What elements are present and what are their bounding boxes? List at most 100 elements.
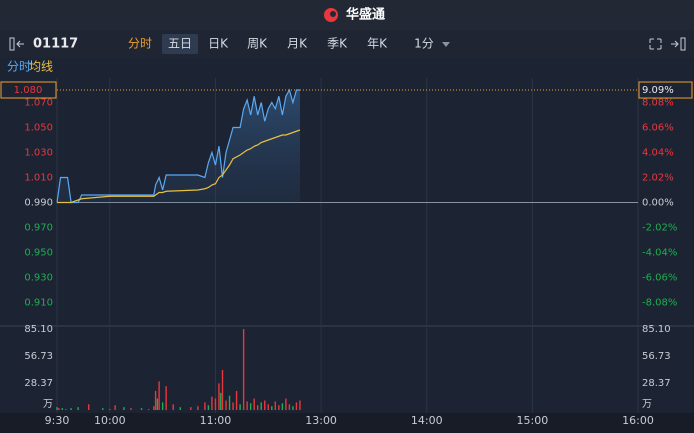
volume-bar bbox=[172, 404, 174, 410]
y-tick-label: 0.970 bbox=[24, 223, 53, 234]
y2-tick-label: 0.00% bbox=[642, 198, 674, 209]
y2-tick-label: 2.02% bbox=[642, 173, 674, 184]
volume-bar bbox=[260, 402, 262, 410]
volume-bar bbox=[295, 402, 298, 410]
vol-tick-label-right: 28.37 bbox=[642, 378, 671, 389]
y2-tick-label: 4.04% bbox=[642, 148, 674, 159]
volume-bar bbox=[56, 407, 58, 410]
y2-tick-label: 8.08% bbox=[642, 98, 674, 109]
y2-tick-label: -2.02% bbox=[642, 222, 677, 233]
last-change-label: 9.09% bbox=[642, 85, 674, 96]
chart-area bbox=[0, 58, 694, 413]
volume-bar bbox=[253, 398, 255, 410]
vol-tick-label-right: 56.73 bbox=[642, 351, 671, 362]
y-tick-label: 1.050 bbox=[24, 123, 53, 134]
tab[interactable]: 月K bbox=[287, 37, 308, 51]
volume-bar bbox=[235, 390, 238, 410]
series-line bbox=[57, 129, 301, 204]
logo: 华盛通 bbox=[346, 7, 385, 23]
vol-tick-label-right: 85.10 bbox=[642, 324, 671, 335]
x-tick-label: 9:30 bbox=[45, 414, 70, 427]
collapse-icon[interactable] bbox=[671, 37, 686, 51]
time-axis-bar bbox=[0, 413, 694, 433]
y-tick-label: 0.990 bbox=[24, 198, 53, 209]
header-bar bbox=[0, 0, 694, 30]
volume-bar bbox=[102, 408, 104, 410]
volume-bar bbox=[130, 408, 132, 410]
volume-bar bbox=[249, 403, 252, 410]
volume-bar bbox=[281, 403, 284, 410]
volume-bar bbox=[267, 404, 269, 410]
volume-bar bbox=[61, 408, 63, 410]
tab[interactable]: 年K bbox=[367, 37, 388, 51]
volume-bar bbox=[242, 329, 245, 410]
volume-bar bbox=[165, 386, 167, 410]
tab[interactable]: 季K bbox=[327, 37, 348, 51]
last-price-box bbox=[0, 81, 57, 99]
volume-bar bbox=[204, 402, 206, 410]
dropdown-arrow[interactable] bbox=[442, 42, 450, 47]
volume-bar bbox=[207, 405, 210, 410]
volume-bar bbox=[292, 406, 294, 410]
tab[interactable]: 周K bbox=[247, 37, 268, 51]
y2-tick-label: -6.06% bbox=[642, 272, 677, 283]
y2-tick-label: 6.06% bbox=[642, 123, 674, 134]
volume-bar bbox=[221, 370, 224, 410]
volume-bar bbox=[228, 395, 231, 410]
y2-tick-label: -4.04% bbox=[642, 247, 677, 258]
x-tick-label: 11:00 bbox=[200, 414, 232, 427]
x-tick-label: 15:00 bbox=[517, 414, 549, 427]
x-tick-label: 14:00 bbox=[411, 414, 443, 427]
volume-bar bbox=[87, 404, 90, 410]
tab[interactable]: 分时 bbox=[128, 37, 152, 51]
volume-bar bbox=[288, 404, 291, 410]
volume-bar bbox=[58, 408, 60, 410]
volume-bar bbox=[257, 405, 259, 410]
back-icon[interactable] bbox=[9, 37, 24, 51]
volume-bar bbox=[285, 398, 287, 410]
volume-bar bbox=[278, 405, 280, 410]
volume-bar bbox=[211, 396, 213, 410]
volume-bar bbox=[154, 390, 157, 410]
legend-item: 分时 bbox=[7, 60, 31, 74]
x-tick-label: 10:00 bbox=[94, 414, 126, 427]
volume-bar bbox=[156, 398, 159, 410]
legend-item: 均线 bbox=[29, 60, 53, 74]
volume-bar bbox=[225, 400, 227, 410]
tab[interactable]: 五日 bbox=[168, 37, 192, 51]
vol-unit-right: 万 bbox=[642, 399, 652, 410]
toolbar bbox=[0, 30, 694, 58]
y-tick-label: 1.010 bbox=[24, 173, 53, 184]
tab-highlight bbox=[162, 34, 198, 54]
volume-bar bbox=[70, 408, 72, 410]
fullscreen-icon[interactable] bbox=[649, 38, 662, 50]
volume-bar bbox=[220, 392, 222, 410]
tab[interactable]: 1分 bbox=[414, 37, 434, 51]
volume-bar bbox=[218, 383, 220, 410]
volume-bar bbox=[123, 407, 125, 410]
volume-bar bbox=[299, 400, 301, 410]
volume-bar bbox=[65, 409, 67, 410]
volume-bar bbox=[232, 402, 234, 410]
volume-bar bbox=[274, 401, 277, 410]
vol-tick-label: 56.73 bbox=[24, 351, 53, 362]
volume-bar bbox=[153, 406, 155, 410]
volume-bar bbox=[246, 401, 248, 410]
last-price-label: 1.080 bbox=[14, 85, 43, 96]
last-change-box bbox=[638, 81, 693, 99]
vol-tick-label: 28.37 bbox=[24, 378, 53, 389]
y-tick-label: 0.930 bbox=[24, 273, 53, 284]
volume-bar bbox=[158, 381, 160, 410]
y-tick-label: 0.950 bbox=[24, 248, 53, 259]
volume-bar bbox=[264, 400, 266, 410]
y2-tick-label: -8.08% bbox=[642, 297, 677, 308]
volume-bar bbox=[147, 409, 150, 410]
volume-bar bbox=[239, 404, 241, 410]
volume-bar bbox=[109, 409, 111, 410]
tab[interactable]: 日K bbox=[208, 37, 229, 51]
volume-bar bbox=[214, 398, 217, 410]
logo-icon bbox=[324, 8, 338, 22]
stock-code: 01117 bbox=[33, 37, 78, 52]
volume-bar bbox=[114, 405, 116, 410]
